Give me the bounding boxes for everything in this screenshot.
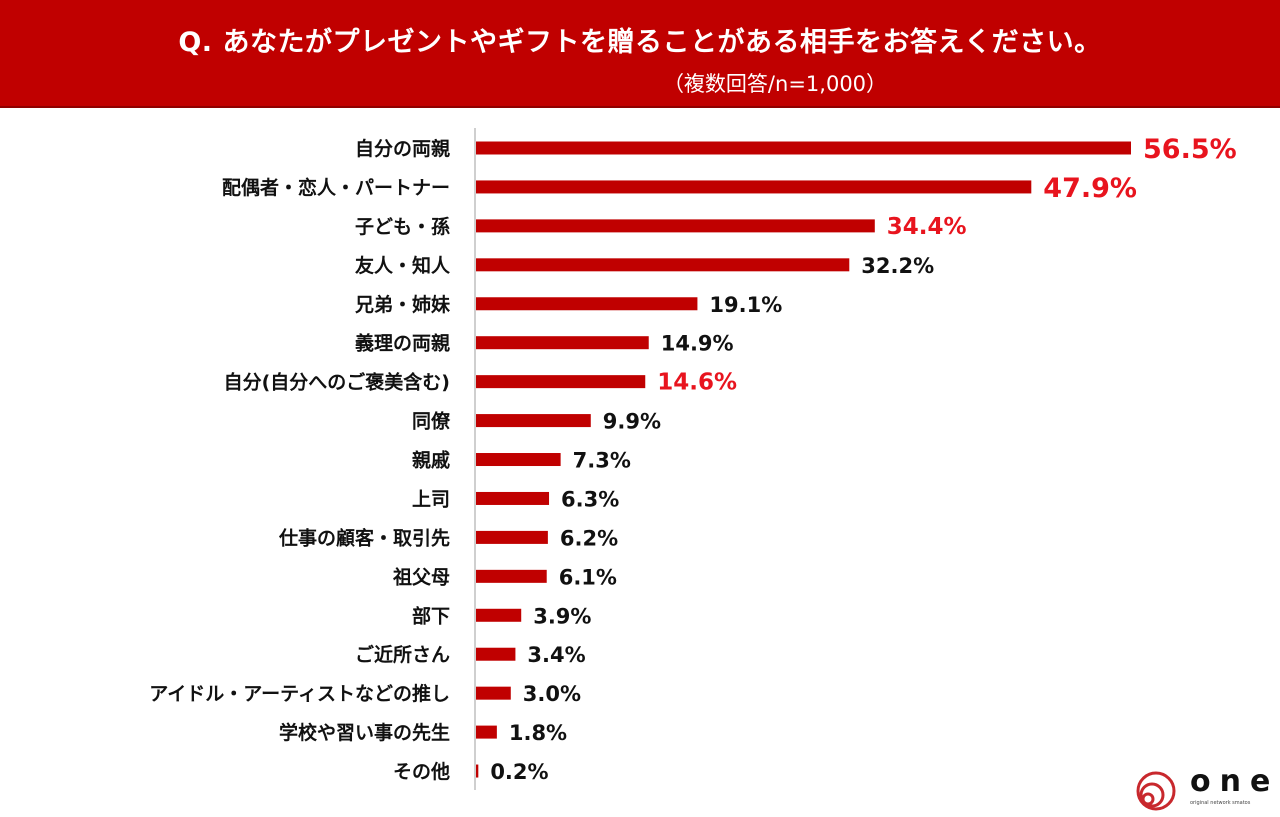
bar bbox=[476, 414, 591, 428]
logo-text: one bbox=[1190, 764, 1280, 799]
logo-tagline: original network smatos bbox=[1190, 800, 1251, 806]
category-label: 義理の両親 bbox=[355, 332, 450, 355]
bar bbox=[476, 336, 649, 350]
category-label: その他 bbox=[393, 760, 450, 783]
category-label: 上司 bbox=[412, 488, 450, 510]
value-label: 47.9% bbox=[1043, 173, 1137, 204]
logo-swirl-icon bbox=[1136, 771, 1176, 811]
category-label: ご近所さん bbox=[355, 643, 450, 666]
bar bbox=[476, 375, 646, 389]
bar bbox=[476, 608, 522, 622]
bar bbox=[476, 180, 1032, 194]
bar bbox=[476, 491, 550, 505]
category-label: 子ども・孫 bbox=[355, 215, 450, 238]
category-label: 自分(自分へのご褒美含む) bbox=[224, 371, 450, 394]
value-label: 9.9% bbox=[603, 410, 661, 434]
bar bbox=[476, 725, 497, 739]
category-label: 同僚 bbox=[412, 410, 451, 433]
chart-subtitle: （複数回答/n=1,000） bbox=[662, 72, 888, 96]
value-label: 3.4% bbox=[527, 643, 585, 667]
bar bbox=[476, 530, 548, 544]
category-label: アイドル・アーティストなどの推し bbox=[149, 682, 450, 705]
value-label: 3.0% bbox=[523, 682, 581, 706]
value-label: 56.5% bbox=[1143, 134, 1237, 165]
bar bbox=[476, 258, 850, 272]
value-label: 1.8% bbox=[509, 721, 567, 745]
category-label: 友人・知人 bbox=[355, 254, 451, 277]
value-label: 14.9% bbox=[661, 332, 734, 356]
value-label: 0.2% bbox=[490, 760, 548, 784]
category-label: 部下 bbox=[412, 604, 450, 627]
bar bbox=[476, 764, 479, 778]
bar bbox=[476, 219, 875, 233]
category-label: 自分の両親 bbox=[355, 137, 450, 160]
bar bbox=[476, 569, 547, 583]
category-label: 兄弟・姉妹 bbox=[354, 293, 451, 316]
category-label: 親戚 bbox=[412, 449, 450, 472]
bar bbox=[476, 453, 561, 467]
bar bbox=[476, 297, 698, 311]
value-label: 6.2% bbox=[560, 526, 618, 550]
value-label: 3.9% bbox=[533, 604, 591, 628]
brand-logo: one original network smatos bbox=[1132, 764, 1272, 811]
value-label: 6.3% bbox=[561, 487, 619, 511]
bar bbox=[476, 141, 1131, 155]
chart-header: Q. あなたがプレゼントやギフトを贈ることがある相手をお答えください。 （複数回… bbox=[0, 0, 1280, 108]
value-label: 7.3% bbox=[573, 449, 631, 473]
value-label: 32.2% bbox=[861, 254, 934, 278]
bar bbox=[476, 686, 511, 700]
value-label: 14.6% bbox=[657, 370, 737, 396]
category-label: 祖父母 bbox=[392, 565, 450, 588]
category-label: 仕事の顧客・取引先 bbox=[278, 526, 450, 549]
category-label: 学校や習い事の先生 bbox=[279, 721, 450, 744]
value-label: 34.4% bbox=[887, 214, 967, 240]
category-label: 配偶者・恋人・パートナー bbox=[222, 176, 450, 199]
bar bbox=[476, 647, 516, 661]
chart-title: Q. あなたがプレゼントやギフトを贈ることがある相手をお答えください。 bbox=[178, 27, 1102, 58]
value-label: 6.1% bbox=[559, 565, 617, 589]
value-label: 19.1% bbox=[709, 293, 782, 317]
